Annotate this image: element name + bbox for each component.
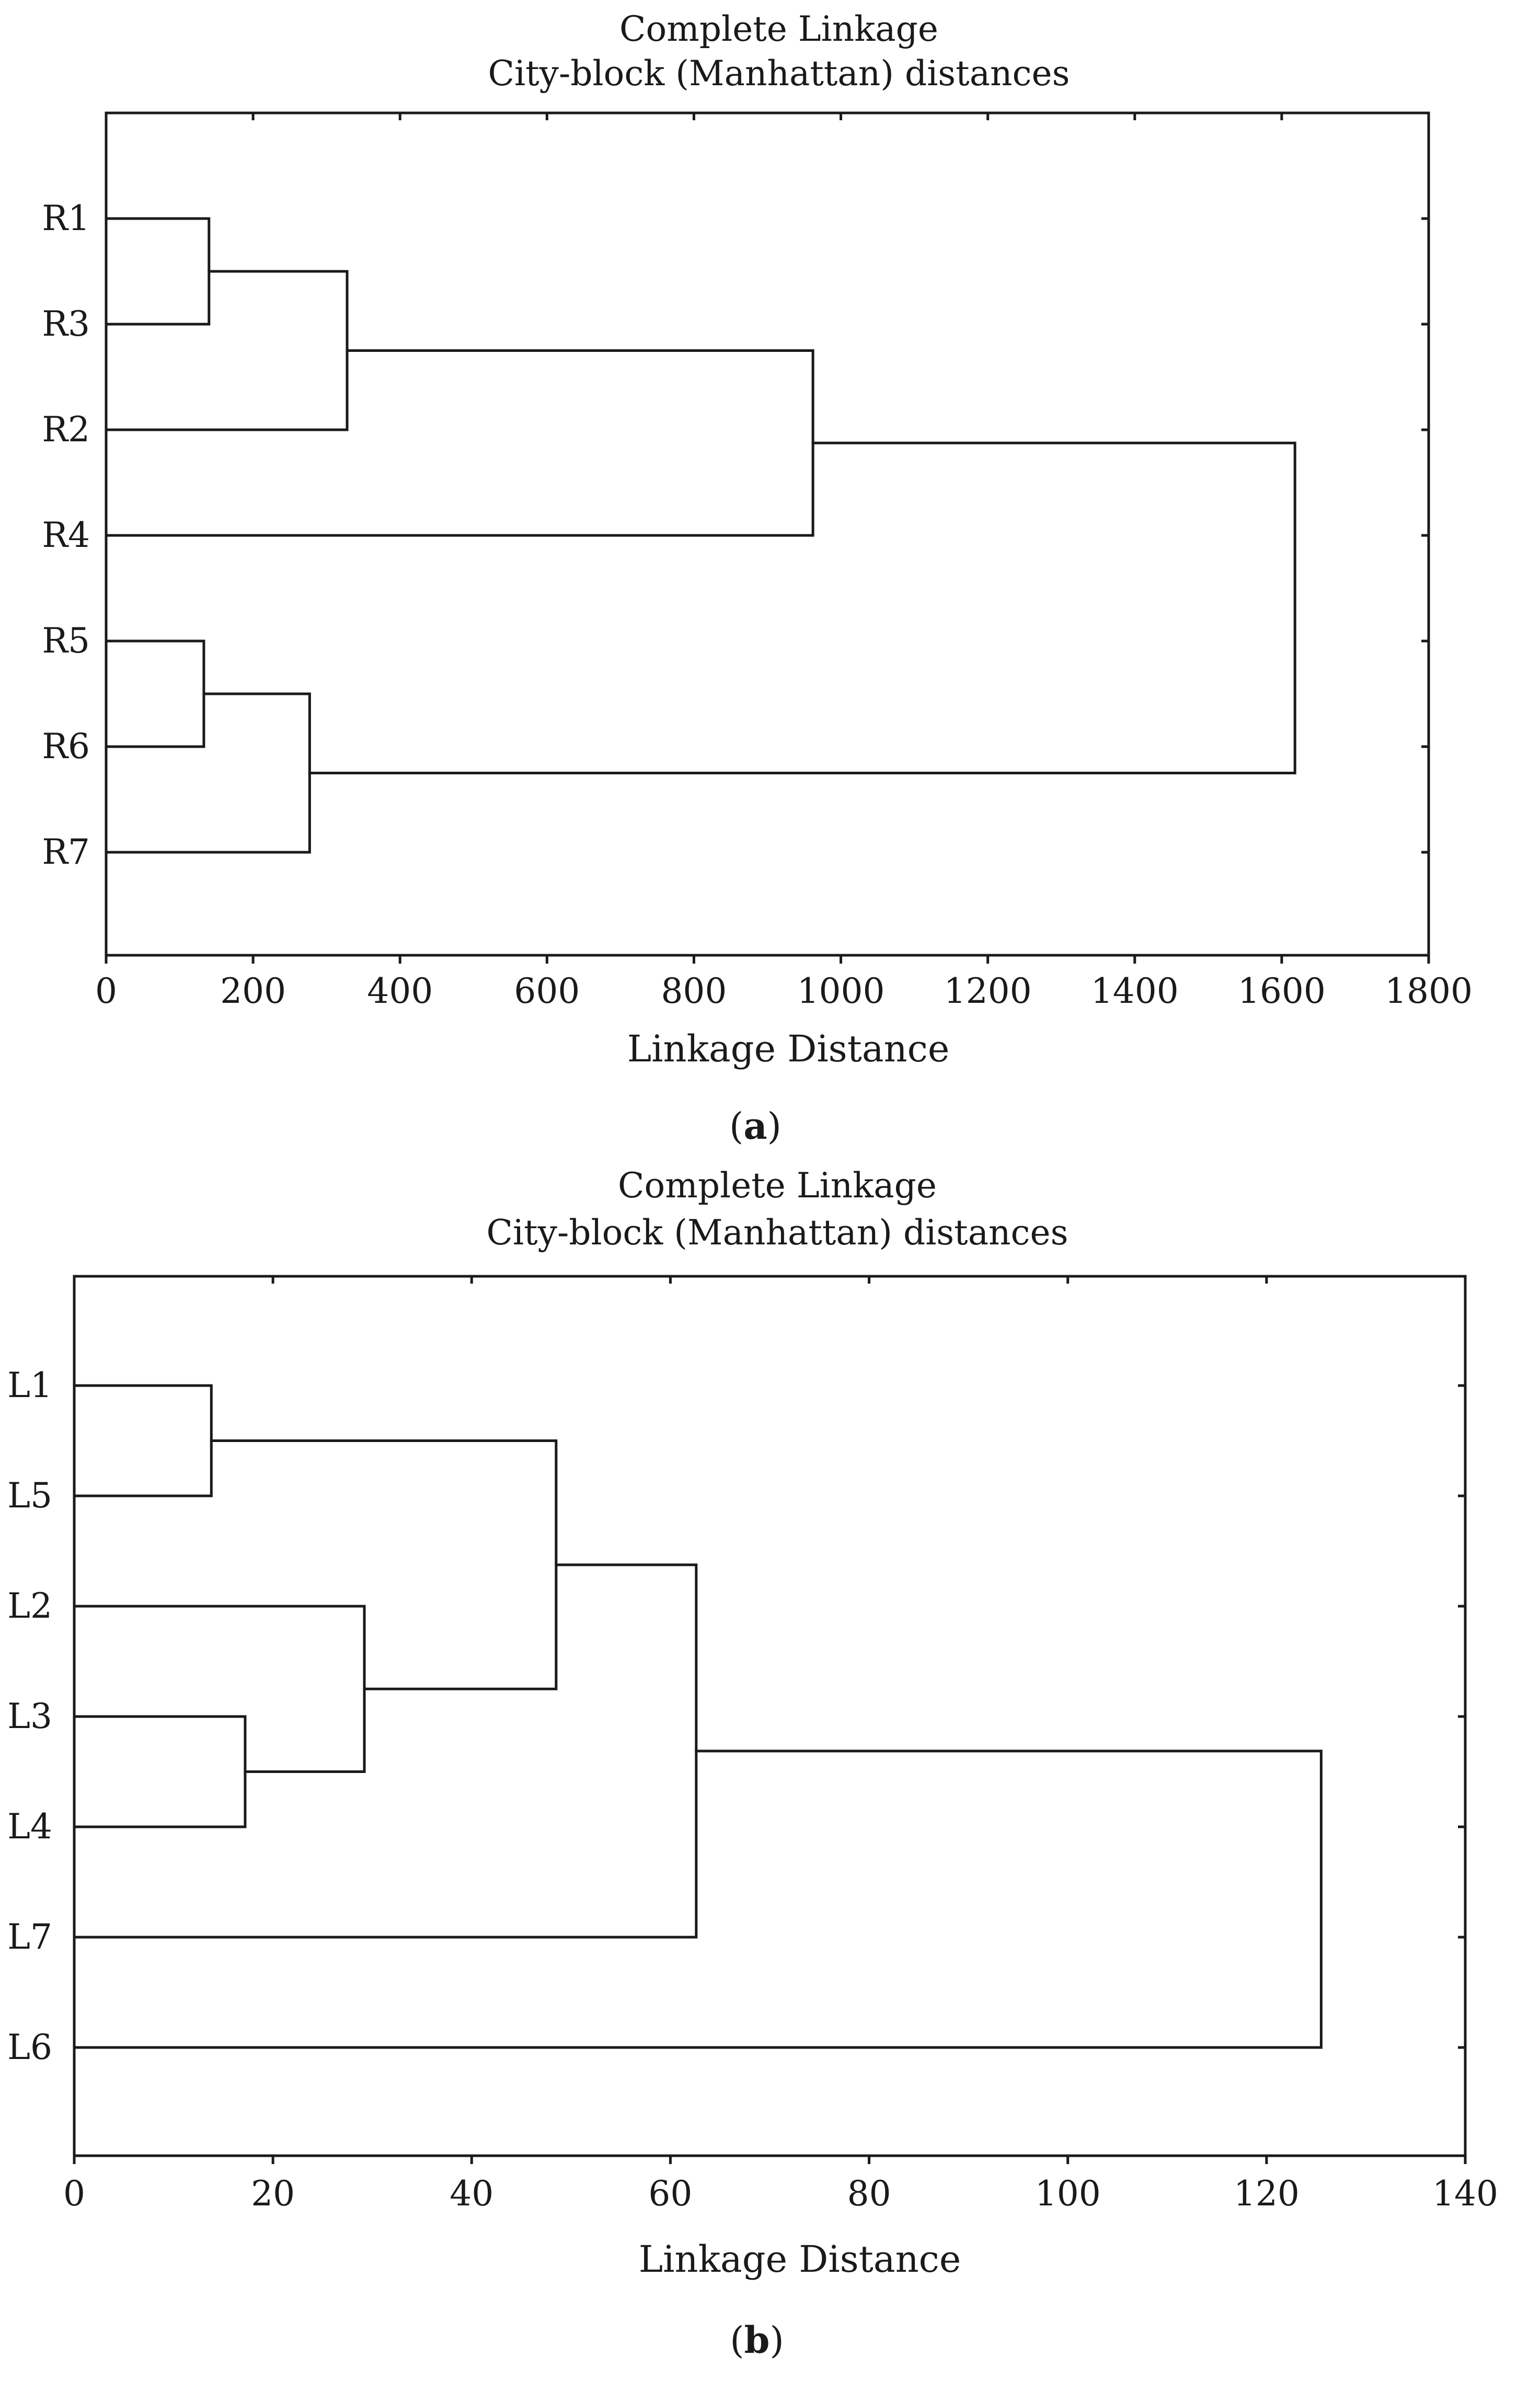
dendrogram-link	[308, 441, 1296, 774]
x-tick-label: 100	[1035, 2173, 1101, 2214]
dendrogram-link	[73, 1715, 247, 1828]
x-axis-ticks-a: 0 200 400 600 800 1000 1200 1400 1600 1800	[95, 113, 1473, 1011]
leaf-label: L7	[7, 1917, 52, 1957]
x-tick-label: 0	[95, 971, 117, 1011]
chart-subtitle-a: City-block (Manhattan) distances	[488, 53, 1070, 94]
chart-subtitle-b: City-block (Manhattan) distances	[487, 1212, 1068, 1253]
dendrogram-link	[105, 692, 311, 854]
x-tick-label: 1400	[1091, 971, 1179, 1011]
x-tick-label: 80	[847, 2173, 891, 2214]
dendrogram-branches-b	[73, 1384, 1323, 2049]
dendrogram-link	[105, 270, 349, 431]
caption-letter-b: b	[744, 2318, 770, 2362]
leaf-label: R1	[42, 198, 90, 238]
leaf-label: R2	[42, 409, 90, 450]
x-tick-label: 1000	[797, 971, 885, 1011]
x-tick-label: 140	[1432, 2173, 1498, 2214]
leaf-label: L5	[7, 1475, 52, 1516]
x-axis-ticks-b: 0 20 40 60 80 100 120 140	[63, 1276, 1498, 2214]
x-tick-label: 120	[1234, 2173, 1300, 2214]
x-tick-label: 60	[648, 2173, 692, 2214]
dendrogram-link	[105, 639, 205, 748]
x-tick-label: 0	[63, 2173, 85, 2214]
dendrogram-panel-b: Complete Linkage City-block (Manhattan) …	[7, 1165, 1498, 2362]
dendrogram-panel-a: Complete Linkage City-block (Manhattan) …	[42, 9, 1473, 1148]
leaf-label: L2	[7, 1586, 52, 1626]
leaf-label: L6	[7, 2027, 52, 2067]
dendrogram-link	[73, 1563, 698, 1939]
leaf-label: R3	[42, 304, 90, 344]
caption-letter-a: a	[743, 1104, 767, 1148]
x-tick-label: 400	[367, 971, 433, 1011]
dendrogram-link	[210, 1439, 558, 1690]
dendrogram-branches-a	[105, 217, 1296, 854]
x-tick-label: 1800	[1385, 971, 1473, 1011]
x-tick-label: 20	[251, 2173, 295, 2214]
x-tick-label: 600	[514, 971, 580, 1011]
x-tick-label: 800	[661, 971, 727, 1011]
plot-frame-b	[73, 1275, 1467, 2157]
caption-b: (b)	[730, 2318, 784, 2362]
x-axis-label-a: Linkage Distance	[627, 1027, 950, 1070]
dendrogram-link	[105, 349, 814, 537]
leaf-label: R7	[42, 832, 90, 872]
leaf-labels-a: R1 R3 R2 R4 R5 R6 R7	[42, 198, 1429, 872]
x-tick-label: 1600	[1238, 971, 1326, 1011]
dendrogram-link	[73, 1605, 366, 1773]
x-tick-label: 200	[220, 971, 286, 1011]
leaf-label: L4	[7, 1806, 52, 1847]
leaf-label: L1	[7, 1365, 52, 1405]
x-tick-label: 1200	[944, 971, 1032, 1011]
leaf-label: R6	[42, 726, 90, 767]
chart-title-b: Complete Linkage	[618, 1165, 937, 1206]
dendrogram-link	[73, 1749, 1323, 2049]
x-tick-label: 40	[450, 2173, 493, 2214]
dendrogram-link	[73, 1384, 213, 1497]
leaf-label: R5	[42, 621, 90, 661]
dendrogram-link	[105, 217, 211, 326]
leaf-labels-b: L1 L5 L2 L3 L4 L7 L6	[7, 1365, 1465, 2067]
leaf-label: R4	[42, 515, 90, 555]
caption-a: (a)	[729, 1104, 782, 1148]
leaf-label: L3	[7, 1696, 52, 1736]
chart-title-a: Complete Linkage	[619, 9, 938, 49]
x-axis-label-b: Linkage Distance	[639, 2238, 961, 2281]
